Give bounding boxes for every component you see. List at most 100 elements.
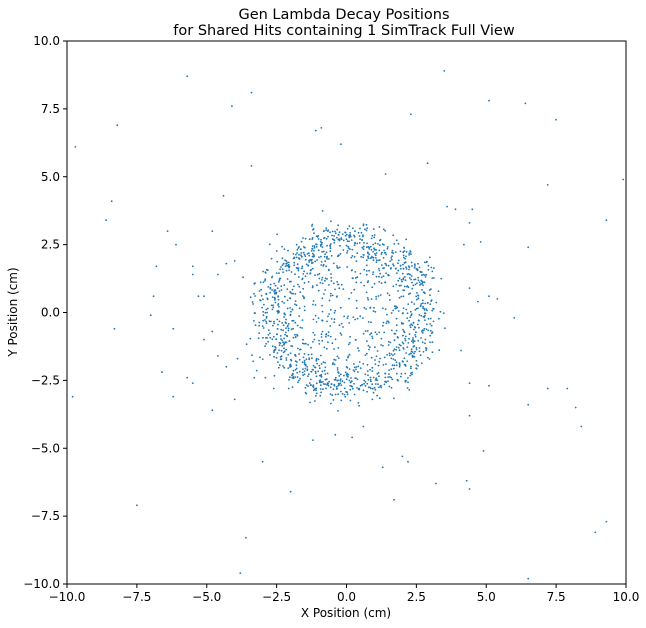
data-point [279, 356, 282, 358]
data-point [345, 233, 348, 236]
data-point [527, 403, 530, 406]
data-point [410, 323, 413, 326]
data-point [407, 303, 410, 305]
data-point [273, 290, 276, 293]
data-point [379, 294, 382, 296]
data-point [402, 361, 404, 363]
data-point [321, 330, 324, 333]
chart-title-line-2: for Shared Hits containing 1 SimTrack Fu… [173, 23, 515, 39]
data-point [361, 384, 363, 386]
data-point [393, 498, 395, 501]
data-point [406, 387, 409, 389]
data-point [337, 357, 340, 359]
data-point [415, 331, 417, 334]
data-point [325, 347, 328, 350]
data-point [343, 381, 346, 384]
data-point [294, 355, 297, 357]
data-point [311, 357, 313, 360]
data-point [370, 356, 373, 359]
data-point [414, 350, 416, 353]
data-point [404, 381, 407, 383]
data-point [370, 248, 373, 251]
data-point [405, 268, 408, 270]
data-point [413, 340, 416, 343]
data-point [310, 249, 313, 252]
data-point [264, 345, 266, 348]
data-point [254, 324, 257, 327]
data-point [384, 380, 386, 383]
data-point [362, 235, 364, 238]
data-point [368, 253, 371, 256]
data-point [399, 264, 402, 267]
data-point [356, 378, 359, 381]
data-point [259, 281, 262, 284]
data-point [322, 383, 325, 385]
data-point [422, 315, 425, 318]
data-point [388, 373, 390, 375]
data-point [339, 252, 342, 255]
data-point [367, 386, 370, 389]
data-point [414, 283, 417, 286]
data-point [409, 352, 412, 355]
data-point [330, 273, 332, 275]
data-point [421, 332, 424, 334]
data-point [322, 230, 325, 233]
data-point [395, 239, 398, 242]
data-point [421, 281, 424, 284]
data-point [347, 315, 349, 318]
data-point [605, 520, 608, 523]
data-point [320, 363, 323, 365]
y-tick-label: 10.0 [33, 34, 60, 48]
data-point [390, 353, 393, 355]
data-point [362, 425, 365, 428]
data-point [370, 321, 372, 324]
data-point [422, 350, 425, 353]
data-point [318, 272, 321, 275]
data-point [283, 312, 286, 315]
data-point [413, 328, 415, 331]
x-tick-label: 2.5 [407, 590, 426, 604]
data-point [409, 326, 412, 329]
data-point [403, 289, 405, 292]
data-point [431, 351, 434, 354]
data-point [276, 352, 279, 354]
data-point [420, 279, 423, 282]
data-point [328, 258, 330, 260]
data-point [331, 363, 334, 366]
data-point [407, 460, 409, 463]
data-point [384, 262, 387, 265]
data-point [292, 319, 295, 322]
data-point [348, 225, 351, 228]
data-point [383, 383, 386, 386]
data-point [340, 238, 343, 241]
data-point [292, 257, 295, 260]
data-point [288, 376, 291, 379]
data-point [370, 298, 373, 300]
data-point [371, 286, 374, 289]
data-point [284, 313, 286, 316]
data-point [424, 314, 426, 317]
data-point [274, 284, 277, 287]
data-point [304, 364, 307, 367]
data-point [250, 165, 253, 167]
data-point [302, 338, 304, 341]
data-point [348, 353, 351, 356]
data-point [305, 263, 308, 266]
data-point [299, 377, 301, 380]
data-point [318, 339, 320, 342]
data-point [262, 336, 264, 339]
data-point [426, 162, 429, 165]
data-point [320, 255, 322, 258]
data-point [392, 354, 394, 357]
data-point [410, 301, 413, 304]
data-point [404, 279, 407, 282]
data-point [392, 309, 395, 312]
data-point [339, 332, 342, 335]
data-point [402, 254, 405, 257]
data-point [488, 384, 490, 387]
data-point [370, 380, 372, 383]
data-point [308, 254, 311, 257]
data-point [327, 384, 330, 387]
data-point [313, 245, 316, 247]
data-point [386, 320, 389, 323]
